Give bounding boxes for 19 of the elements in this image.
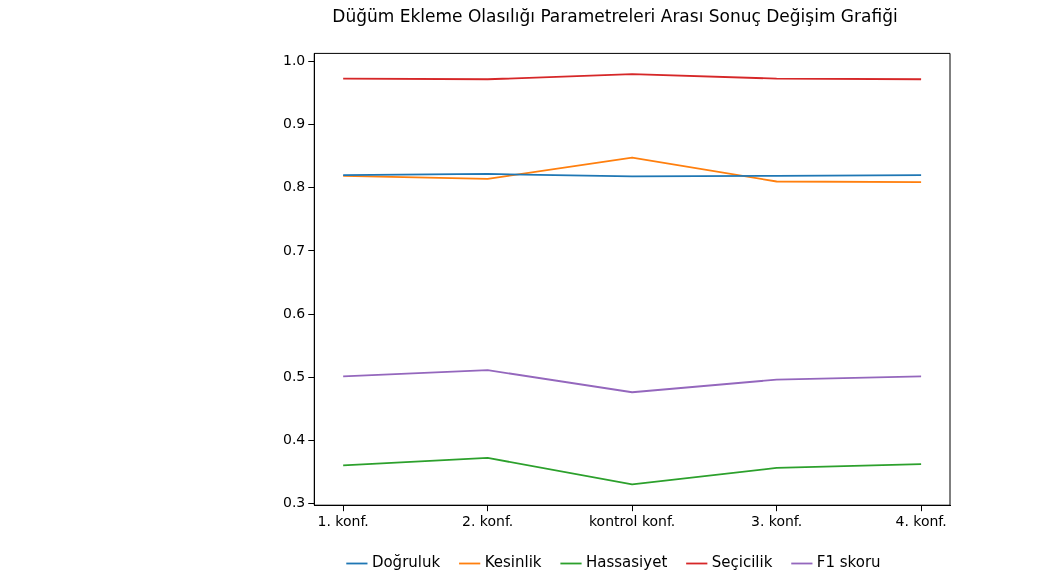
y-tick-label: 0.3 xyxy=(283,493,306,510)
legend-label: Hassasiyet xyxy=(586,553,668,572)
y-tick-label: 0.7 xyxy=(283,241,306,258)
x-tick-label: 1. konf. xyxy=(317,513,369,530)
legend-label: Seçicilik xyxy=(711,553,773,572)
x-tick-label: kontrol konf. xyxy=(588,513,676,530)
y-tick-label: 0.5 xyxy=(283,367,306,384)
legend-label: F1 skoru xyxy=(816,553,881,572)
y-tick-label: 0.9 xyxy=(283,115,306,132)
x-tick-label: 2. konf. xyxy=(462,513,514,530)
x-tick-label: 4. konf. xyxy=(895,513,947,530)
legend-label: Kesinlik xyxy=(484,553,542,572)
y-tick-label: 1.0 xyxy=(283,52,306,69)
chart-title: Düğüm Ekleme Olasılığı Parametreleri Arası Sonuç Değişim Grafiği xyxy=(332,5,898,26)
y-tick-label: 0.4 xyxy=(283,430,306,447)
x-tick-label: 3. konf. xyxy=(751,513,803,530)
y-tick-label: 0.8 xyxy=(283,178,306,195)
y-tick-label: 0.6 xyxy=(283,304,306,321)
legend-label: Doğruluk xyxy=(371,553,441,572)
